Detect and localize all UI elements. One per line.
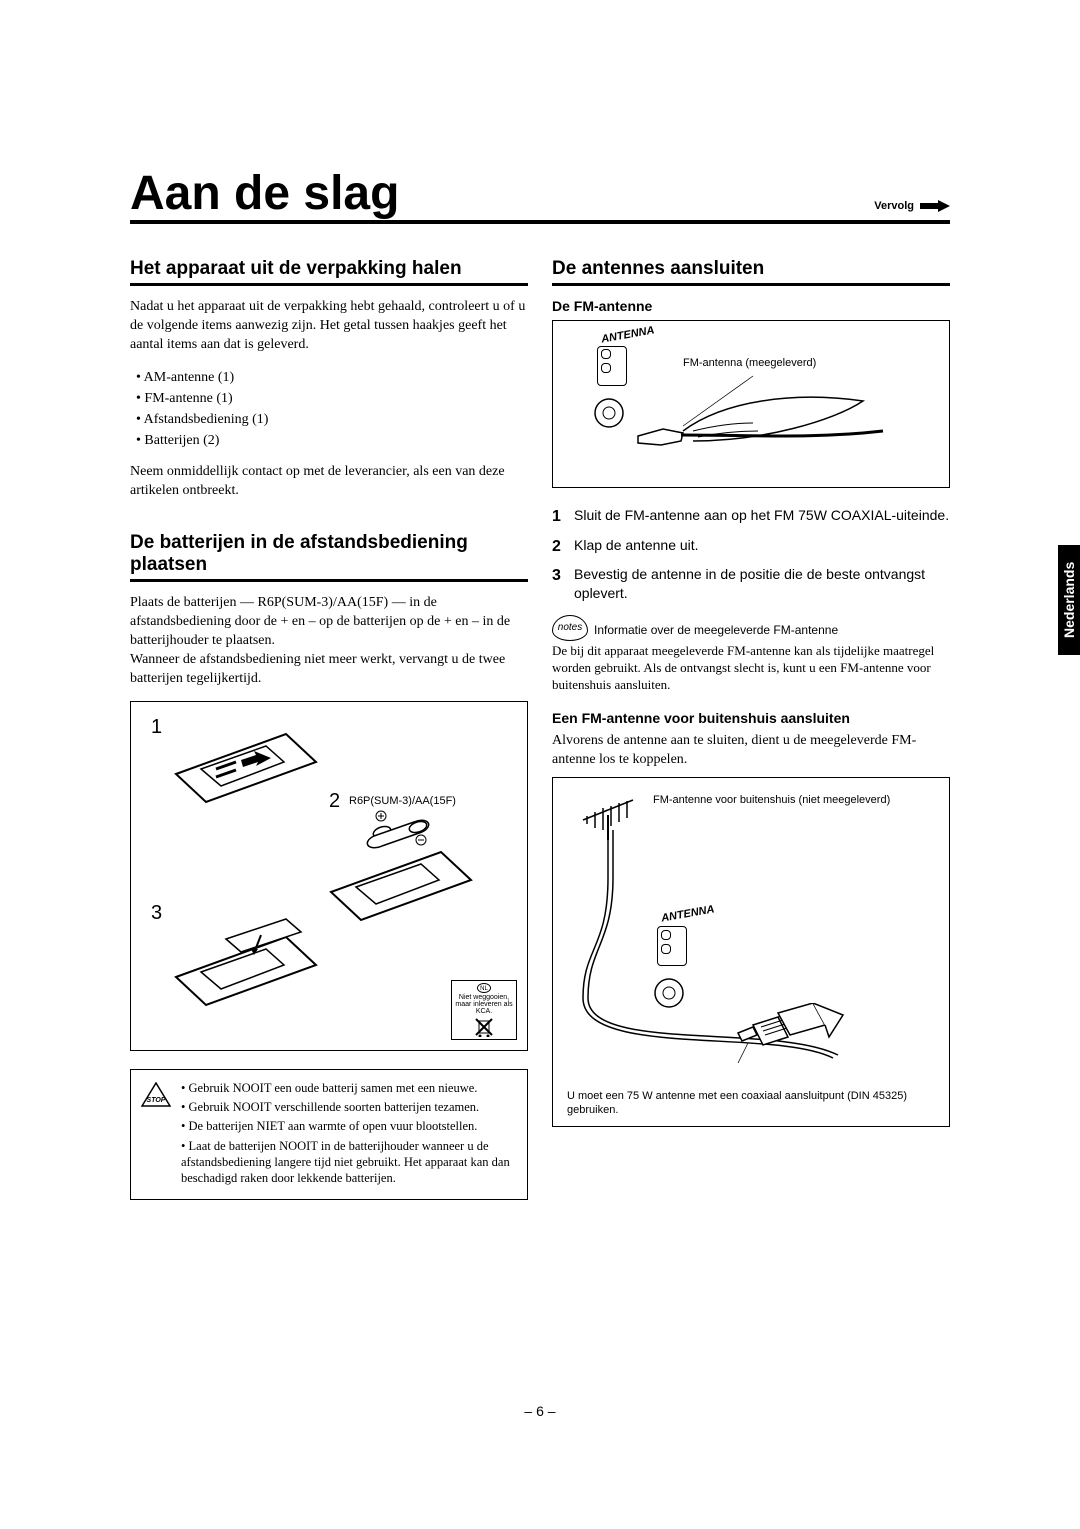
- step-text: Bevestig de antenne in de positie die de…: [574, 565, 950, 603]
- list-item: Gebruik NOOIT verschillende soorten batt…: [181, 1099, 515, 1115]
- kca-text: Niet weggooien, maar inleveren als KCA.: [454, 994, 514, 1015]
- list-item: AM-antenne (1): [136, 367, 528, 388]
- page-number: – 6 –: [0, 1403, 1080, 1419]
- caution-list: Gebruik NOOIT een oude batterij samen me…: [181, 1080, 515, 1187]
- step-item: 2 Klap de antenne uit.: [552, 536, 950, 558]
- coax-plug-icon: [733, 1003, 863, 1083]
- antenna-panel-label: ANTENNA: [600, 324, 655, 346]
- outdoor-callout-line1: FM-antenne voor buitenshuis (niet meegel…: [653, 794, 890, 807]
- language-tab: Nederlands: [1058, 545, 1080, 655]
- kca-country-code: NL: [477, 983, 491, 993]
- notes-body: De bij dit apparaat meegeleverde FM-ante…: [552, 643, 950, 694]
- figure-step-number: 1: [151, 716, 162, 739]
- remote-close-step3-icon: [166, 907, 336, 1027]
- continuation-arrow-icon: [920, 200, 950, 212]
- recycling-bin-icon: [474, 1017, 494, 1037]
- step-number: 3: [552, 565, 566, 587]
- list-item: Laat de batterijen NOOIT in de batterijh…: [181, 1138, 515, 1187]
- continuation-label: Vervolg: [874, 200, 914, 212]
- stop-warning-icon: STOP: [141, 1082, 171, 1108]
- outdoor-antenna-subheading: Een FM-antenne voor buitenshuis aansluit…: [552, 710, 950, 726]
- fm-antenna-figure: ANTENNA FM-antenna (meegeleverd): [552, 320, 950, 488]
- kca-recycling-box: NL Niet weggooien, maar inleveren als KC…: [451, 980, 517, 1040]
- continuation-label-group: Vervolg: [874, 200, 950, 212]
- section-rule: [130, 283, 528, 286]
- title-rule: [130, 220, 950, 224]
- notes-title: Informatie over de meegeleverde FM-anten…: [594, 623, 838, 637]
- step-item: 1 Sluit de FM-antenne aan op het FM 75W …: [552, 506, 950, 528]
- batteries-intro: Plaats de batterijen — R6P(SUM-3)/AA(15F…: [130, 594, 528, 688]
- coax-connector-icon: [589, 393, 639, 433]
- unpacking-footer: Neem onmiddellijk contact op met de leve…: [130, 463, 528, 501]
- list-item: De batterijen NIET aan warmte of open vu…: [181, 1118, 515, 1134]
- notes-row: notes Informatie over de meegeleverde FM…: [552, 615, 950, 641]
- notes-icon: notes: [552, 615, 588, 641]
- two-column-layout: Het apparaat uit de verpakking halen Nad…: [130, 258, 950, 1200]
- battery-insert-step2-icon: [321, 802, 491, 932]
- step-text: Sluit de FM-antenne aan op het FM 75W CO…: [574, 506, 949, 525]
- right-column: De antennes aansluiten De FM-antenne ANT…: [552, 258, 950, 1200]
- left-column: Het apparaat uit de verpakking halen Nad…: [130, 258, 528, 1200]
- page-title: Aan de slag: [130, 170, 399, 218]
- list-item: Batterijen (2): [136, 430, 528, 451]
- hand-connecting-antenna-icon: [633, 371, 903, 481]
- batteries-heading: De batterijen in de afstandsbediening pl…: [130, 532, 528, 576]
- step-number: 1: [552, 506, 566, 528]
- section-rule: [552, 283, 950, 286]
- caution-box: STOP Gebruik NOOIT een oude batterij sam…: [130, 1069, 528, 1201]
- fm-antenna-subheading: De FM-antenne: [552, 298, 950, 314]
- figure-step-number: 3: [151, 902, 162, 925]
- section-rule: [130, 579, 528, 582]
- outdoor-intro: Alvorens de antenne aan te sluiten, dien…: [552, 732, 950, 770]
- remote-back-step1-icon: [166, 714, 326, 814]
- fm-antenna-callout: FM-antenna (meegeleverd): [683, 357, 816, 370]
- outdoor-figure-footer: U moet een 75 W antenne met een coaxiaal…: [567, 1090, 935, 1116]
- coax-connector-icon-2: [649, 973, 699, 1013]
- step-text: Klap de antenne uit.: [574, 536, 699, 555]
- step-number: 2: [552, 536, 566, 558]
- step-item: 3 Bevestig de antenne in de positie die …: [552, 565, 950, 603]
- svg-text:STOP: STOP: [147, 1097, 166, 1104]
- list-item: Afstandsbediening (1): [136, 409, 528, 430]
- list-item: Gebruik NOOIT een oude batterij samen me…: [181, 1080, 515, 1096]
- battery-insertion-figure: 1 2 R6P(SUM-3)/AA(15F) 3: [130, 701, 528, 1051]
- list-item: FM-antenne (1): [136, 388, 528, 409]
- antennas-heading: De antennes aansluiten: [552, 258, 950, 280]
- page-title-row: Aan de slag Vervolg: [130, 170, 950, 218]
- unpacking-item-list: AM-antenne (1) FM-antenne (1) Afstandsbe…: [136, 367, 528, 451]
- fm-steps: 1 Sluit de FM-antenne aan op het FM 75W …: [552, 506, 950, 603]
- outdoor-antenna-figure: FM-antenne voor buitenshuis (niet meegel…: [552, 777, 950, 1127]
- unpacking-intro: Nadat u het apparaat uit de verpakking h…: [130, 298, 528, 355]
- unpacking-heading: Het apparaat uit de verpakking halen: [130, 258, 528, 280]
